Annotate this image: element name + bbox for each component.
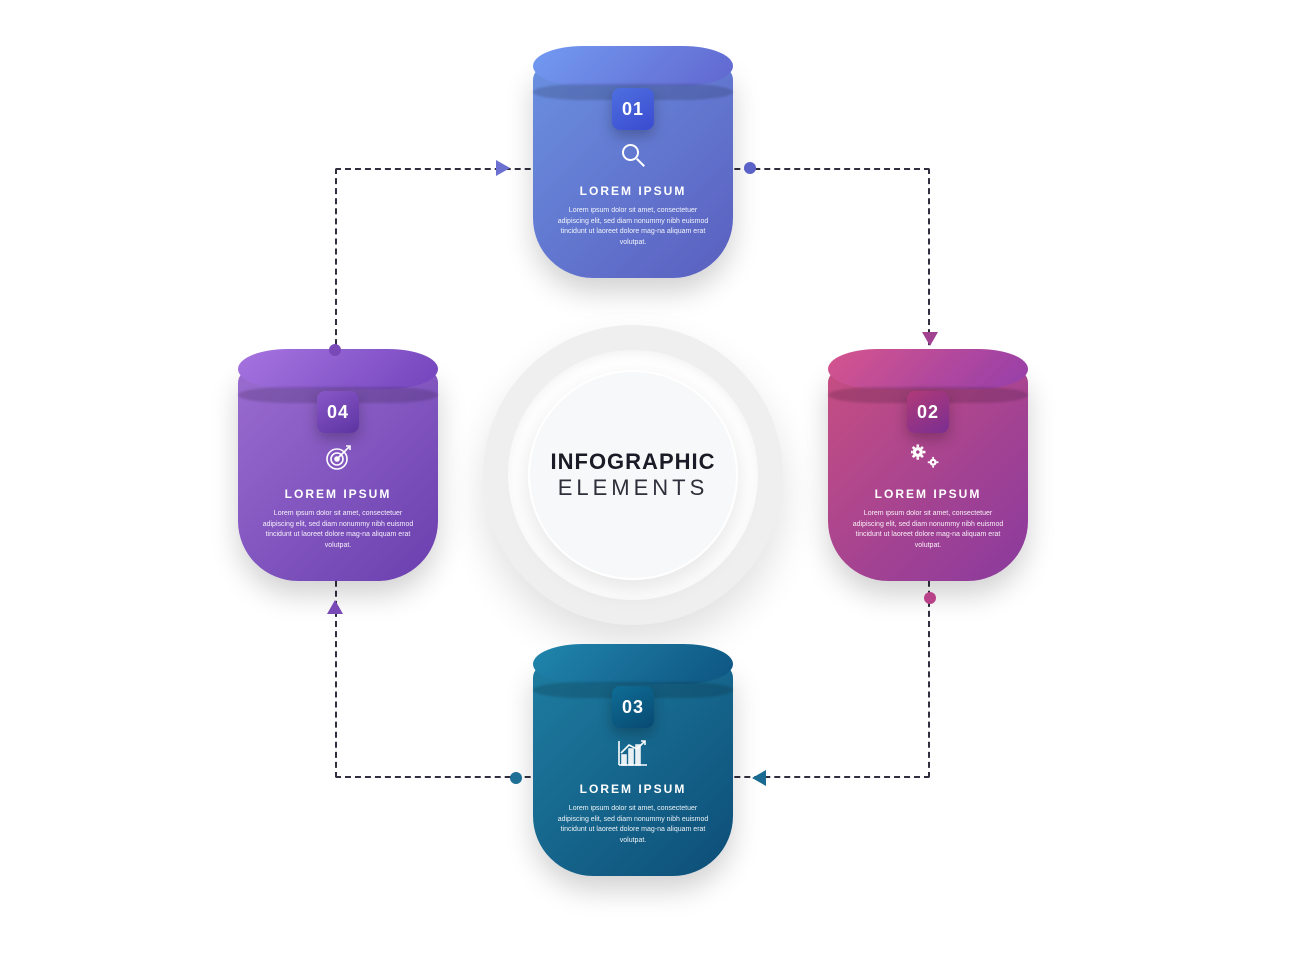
step-body-04: Lorem ipsum dolor sit amet, consectetuer…	[252, 509, 424, 551]
step-card-03: 03 LOREM IPSUM Lorem ipsum dolor sit ame…	[533, 664, 733, 876]
step-number-03: 03	[622, 697, 644, 718]
center-core: INFOGRAPHIC ELEMENTS	[528, 370, 738, 580]
connector-arrow	[327, 600, 343, 614]
step-title-01: LOREM IPSUM	[547, 184, 719, 198]
center-title-2: ELEMENTS	[558, 475, 709, 501]
connector-dot	[510, 772, 522, 784]
connector-arrow	[752, 770, 766, 786]
step-number-04: 04	[327, 402, 349, 423]
step-title-03: LOREM IPSUM	[547, 782, 719, 796]
step-body-02: Lorem ipsum dolor sit amet, consectetuer…	[842, 509, 1014, 551]
magnifier-icon	[547, 138, 719, 172]
step-card-04: 04 LOREM IPSUM Lorem ipsum dolor sit ame…	[238, 369, 438, 581]
step-card-02: 02 LOREM IPSUM Lorem ipsum dolor sit ame…	[828, 369, 1028, 581]
connector-dot	[924, 592, 936, 604]
step-badge-03: 03	[612, 686, 654, 728]
target-icon	[252, 441, 424, 475]
infographic-stage: INFOGRAPHIC ELEMENTS 01 LOREM IPSUM Lore…	[0, 0, 1307, 980]
chart-icon	[547, 736, 719, 770]
step-title-02: LOREM IPSUM	[842, 487, 1014, 501]
step-body-03: Lorem ipsum dolor sit amet, consectetuer…	[547, 804, 719, 846]
step-body-01: Lorem ipsum dolor sit amet, consectetuer…	[547, 206, 719, 248]
center-medallion: INFOGRAPHIC ELEMENTS	[483, 325, 783, 625]
step-card-01: 01 LOREM IPSUM Lorem ipsum dolor sit ame…	[533, 66, 733, 278]
connector-arrow	[922, 332, 938, 346]
step-badge-02: 02	[907, 391, 949, 433]
step-badge-04: 04	[317, 391, 359, 433]
center-ring: INFOGRAPHIC ELEMENTS	[508, 350, 758, 600]
connector-arrow	[496, 160, 510, 176]
step-number-01: 01	[622, 99, 644, 120]
gears-icon	[842, 441, 1014, 475]
center-title-1: INFOGRAPHIC	[551, 449, 716, 475]
step-title-04: LOREM IPSUM	[252, 487, 424, 501]
connector-dot	[329, 344, 341, 356]
step-badge-01: 01	[612, 88, 654, 130]
step-number-02: 02	[917, 402, 939, 423]
connector-dot	[744, 162, 756, 174]
